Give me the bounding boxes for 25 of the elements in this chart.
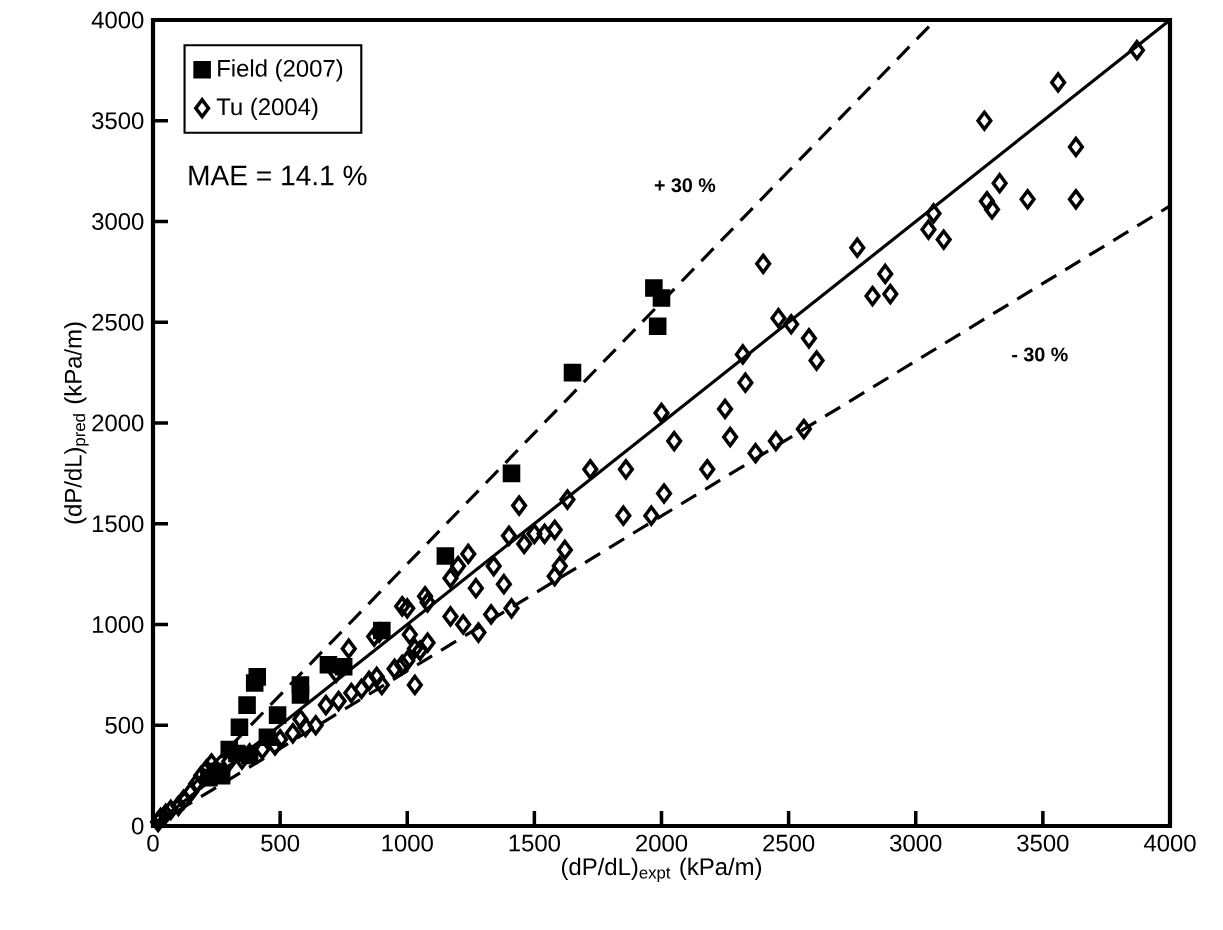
y-tick-label: 1500 — [92, 515, 144, 533]
y-tick-label: 0 — [131, 817, 144, 835]
x-tick-label: 3500 — [1017, 834, 1069, 852]
x-tick-label: 4000 — [1143, 834, 1196, 852]
x-tick-label: 3000 — [890, 834, 942, 852]
y-tick-label: 2500 — [92, 313, 144, 331]
x-tick-label: 1500 — [509, 834, 560, 852]
annotation: - 30 % — [1012, 347, 1068, 362]
y-tick-label: 3000 — [92, 213, 144, 230]
y-axis-title: (dP/dL)$_{pred}$ (kPa/m) — [64, 322, 89, 524]
x-tick-label: 2000 — [636, 834, 688, 852]
x-tick-label: 1000 — [382, 834, 433, 852]
legend-label: Tu (2004) — [216, 97, 318, 121]
y-tick-label: 500 — [105, 716, 144, 734]
annotation: + 30 % — [654, 178, 716, 193]
y-tick-label: 1000 — [92, 616, 144, 633]
x-axis-title: (dP/dL)$_{expt}$ (kPa/m) — [561, 857, 762, 882]
y-tick-label: 2000 — [92, 414, 144, 432]
y-tick-label: 3500 — [92, 112, 144, 130]
x-tick-label: 500 — [261, 834, 300, 852]
y-tick-label: 4000 — [91, 11, 144, 29]
annotation: MAE = 14.1 % — [189, 165, 367, 186]
legend-label: Field (2007) — [218, 59, 343, 82]
x-tick-label: 0 — [147, 834, 159, 852]
x-tick-label: 2500 — [763, 834, 815, 852]
